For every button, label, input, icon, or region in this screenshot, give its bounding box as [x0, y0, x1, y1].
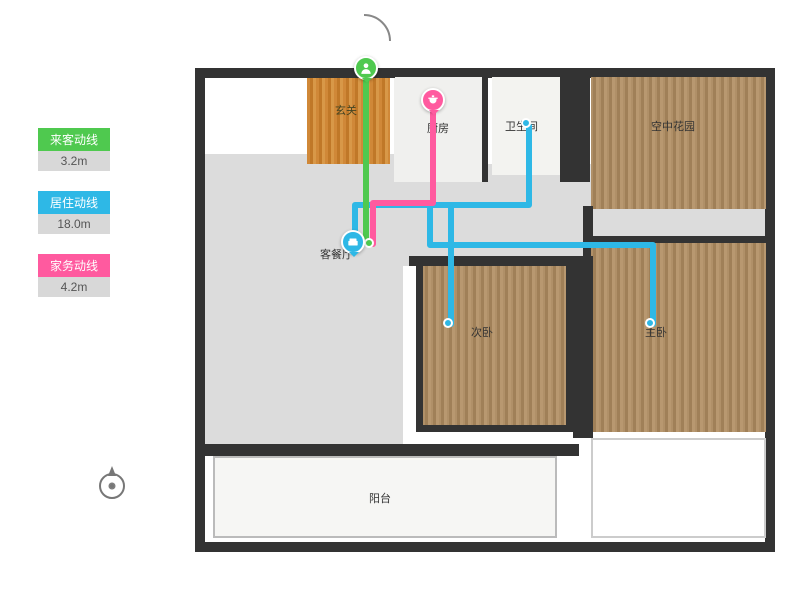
wall-seg-5 [201, 444, 579, 456]
endpoint [443, 318, 453, 328]
label-kitchen: 厨房 [427, 120, 449, 136]
endpoint [521, 118, 531, 128]
endpoint [645, 318, 655, 328]
floor-plan: 玄关 厨房 卫生间 空中花园 客餐厅 次卧 主卧 阳台 [195, 58, 777, 568]
legend-item-house: 家务动线 4.2m [38, 254, 110, 297]
label-balcony: 阳台 [369, 490, 391, 506]
legend-label: 家务动线 [38, 254, 110, 277]
legend-label: 来客动线 [38, 128, 110, 151]
room-master [591, 236, 766, 432]
legend: 来客动线 3.2m 居住动线 18.0m 家务动线 4.2m [38, 128, 110, 317]
endpoint [364, 238, 374, 248]
guest-pin-icon [354, 56, 378, 80]
balcony-right-slab [591, 438, 766, 538]
room-garden [591, 77, 766, 209]
label-entry: 玄关 [335, 102, 357, 118]
legend-item-guest: 来客动线 3.2m [38, 128, 110, 171]
legend-value: 18.0m [38, 214, 110, 234]
legend-value: 3.2m [38, 151, 110, 171]
wall-seg-3 [409, 256, 579, 266]
label-garden: 空中花园 [651, 118, 695, 134]
wall-seg-1 [560, 72, 590, 182]
pin-tail [349, 252, 359, 262]
room-entry [307, 77, 390, 164]
legend-item-living: 居住动线 18.0m [38, 191, 110, 234]
house-pin-icon [421, 88, 445, 112]
legend-value: 4.2m [38, 277, 110, 297]
room-second [416, 266, 573, 432]
pin-tail [362, 78, 372, 88]
compass-icon [92, 462, 132, 502]
label-second: 次卧 [471, 324, 493, 340]
wall-seg-top [301, 68, 395, 78]
living-pin-icon [341, 230, 365, 254]
legend-label: 居住动线 [38, 191, 110, 214]
wall-seg-4 [573, 256, 593, 438]
pin-tail [429, 110, 439, 120]
